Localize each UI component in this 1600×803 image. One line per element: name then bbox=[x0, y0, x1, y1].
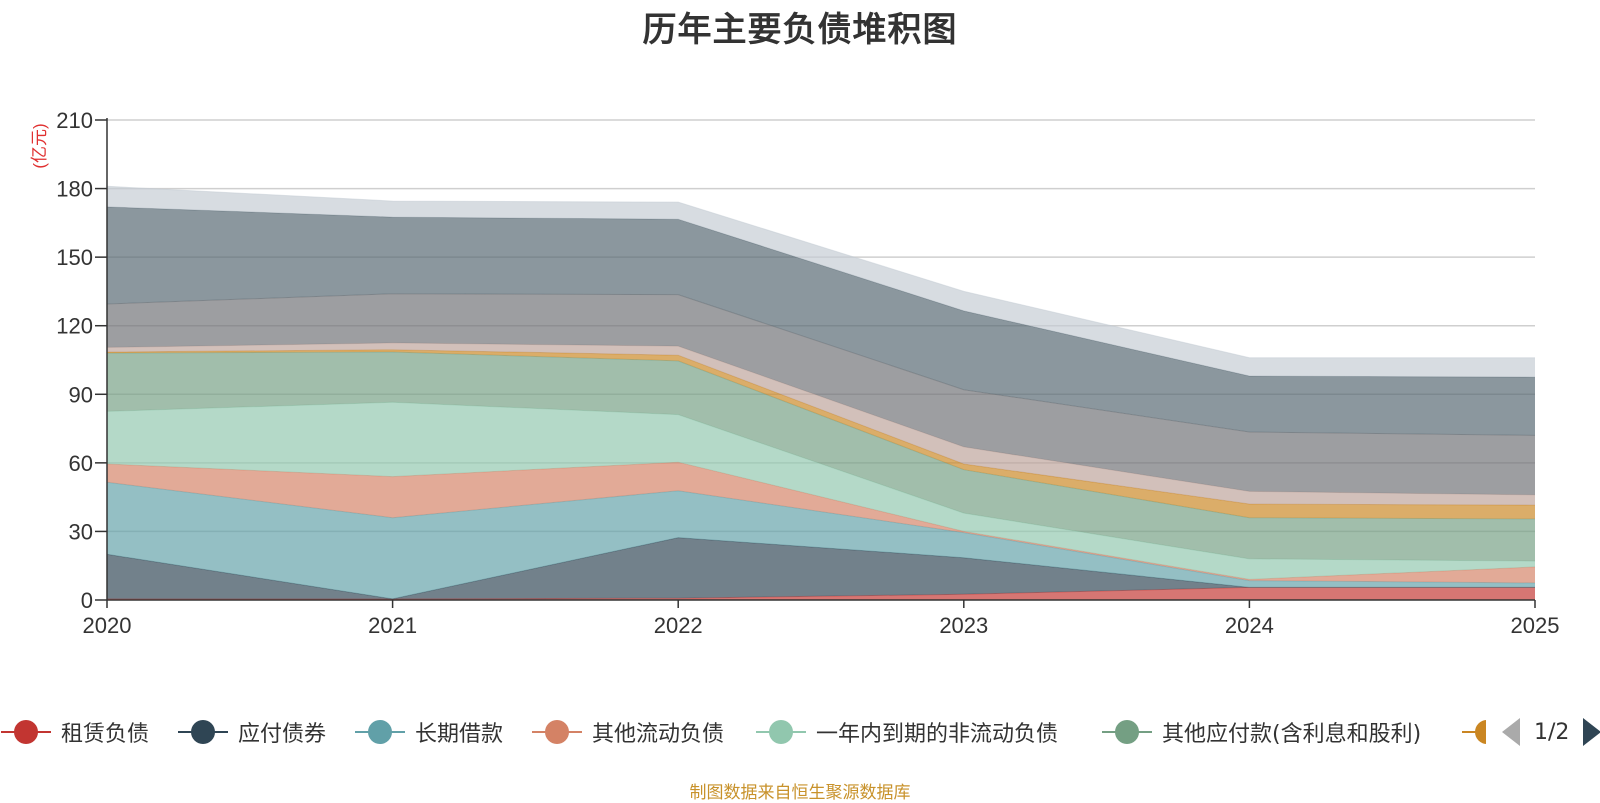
legend-marker-icon bbox=[178, 719, 228, 745]
legend-item-4[interactable]: 一年内到期的非流动负债 bbox=[756, 712, 1058, 752]
area-series-8 bbox=[107, 293, 1535, 495]
legend-item-partial[interactable] bbox=[1462, 712, 1486, 752]
y-tick-label: 30 bbox=[69, 519, 93, 544]
legend-pager: 1/2 bbox=[1502, 712, 1600, 752]
y-tick-label: 150 bbox=[56, 245, 93, 270]
y-tick-label: 90 bbox=[69, 382, 93, 407]
series-areas bbox=[106, 185, 1536, 600]
legend-item-2[interactable]: 长期借款 bbox=[355, 712, 503, 752]
area-edge-10 bbox=[106, 185, 1535, 359]
x-tick-label: 2024 bbox=[1225, 613, 1274, 638]
legend-marker-icon bbox=[532, 719, 582, 745]
legend: 租赁负债 应付债券 长期借款 其他流动负债 一年内到期的非流动负债 其他应付款(… bbox=[0, 712, 1600, 752]
x-tick-label: 2023 bbox=[939, 613, 988, 638]
area-series-9 bbox=[107, 206, 1535, 436]
area-series-1 bbox=[107, 537, 1535, 599]
legend-label: 其他应付款(含利息和股利) bbox=[1162, 722, 1422, 747]
y-tick-label: 60 bbox=[69, 451, 93, 476]
legend-page-indicator: 1/2 bbox=[1534, 719, 1570, 745]
legend-marker-icon bbox=[1102, 719, 1152, 745]
previous-page-icon[interactable] bbox=[1502, 718, 1520, 746]
axes: 0 30 60 90 120 150 180 210 2020 2021 2022 2023 2024 2… bbox=[56, 108, 1559, 638]
y-tick-label: 180 bbox=[56, 177, 93, 202]
data-source-note: 制图数据来自恒生聚源数据库 bbox=[689, 783, 911, 803]
legend-label: 应付债券 bbox=[238, 722, 327, 747]
y-tick-label: 0 bbox=[81, 588, 93, 613]
y-axis-label: (亿元) bbox=[30, 123, 49, 168]
x-tick-label: 2020 bbox=[83, 613, 132, 638]
x-tick-label: 2022 bbox=[654, 613, 703, 638]
legend-label: 一年内到期的非流动负债 bbox=[816, 722, 1059, 747]
legend-label: 其他流动负债 bbox=[592, 722, 725, 747]
stacked-area-chart: 0 30 60 90 120 150 180 210 2020 2021 2022 2023 2024 2… bbox=[30, 108, 1559, 638]
area-series-5 bbox=[107, 352, 1535, 562]
legend-item-1[interactable]: 应付债券 bbox=[178, 712, 326, 752]
area-series-3 bbox=[107, 462, 1535, 583]
next-page-icon[interactable] bbox=[1583, 718, 1600, 746]
area-series-4 bbox=[107, 402, 1535, 580]
legend-marker-icon bbox=[355, 719, 405, 745]
x-tick-label: 2021 bbox=[368, 613, 417, 638]
legend-marker-icon bbox=[1462, 719, 1486, 745]
legend-label: 租赁负债 bbox=[61, 722, 150, 747]
x-tick-label: 2025 bbox=[1511, 613, 1560, 638]
legend-item-0[interactable]: 租赁负债 bbox=[1, 712, 149, 752]
y-tick-label: 120 bbox=[56, 314, 93, 339]
legend-label: 长期借款 bbox=[415, 722, 504, 747]
area-series-0 bbox=[107, 587, 1535, 600]
legend-item-3[interactable]: 其他流动负债 bbox=[532, 712, 724, 752]
legend-item-5[interactable]: 其他应付款(含利息和股利) bbox=[1102, 712, 1421, 752]
chart-title: 历年主要负债堆积图 bbox=[642, 10, 958, 50]
legend-marker-icon bbox=[1, 719, 51, 745]
y-tick-label: 210 bbox=[56, 108, 93, 133]
legend-marker-icon bbox=[756, 719, 806, 745]
